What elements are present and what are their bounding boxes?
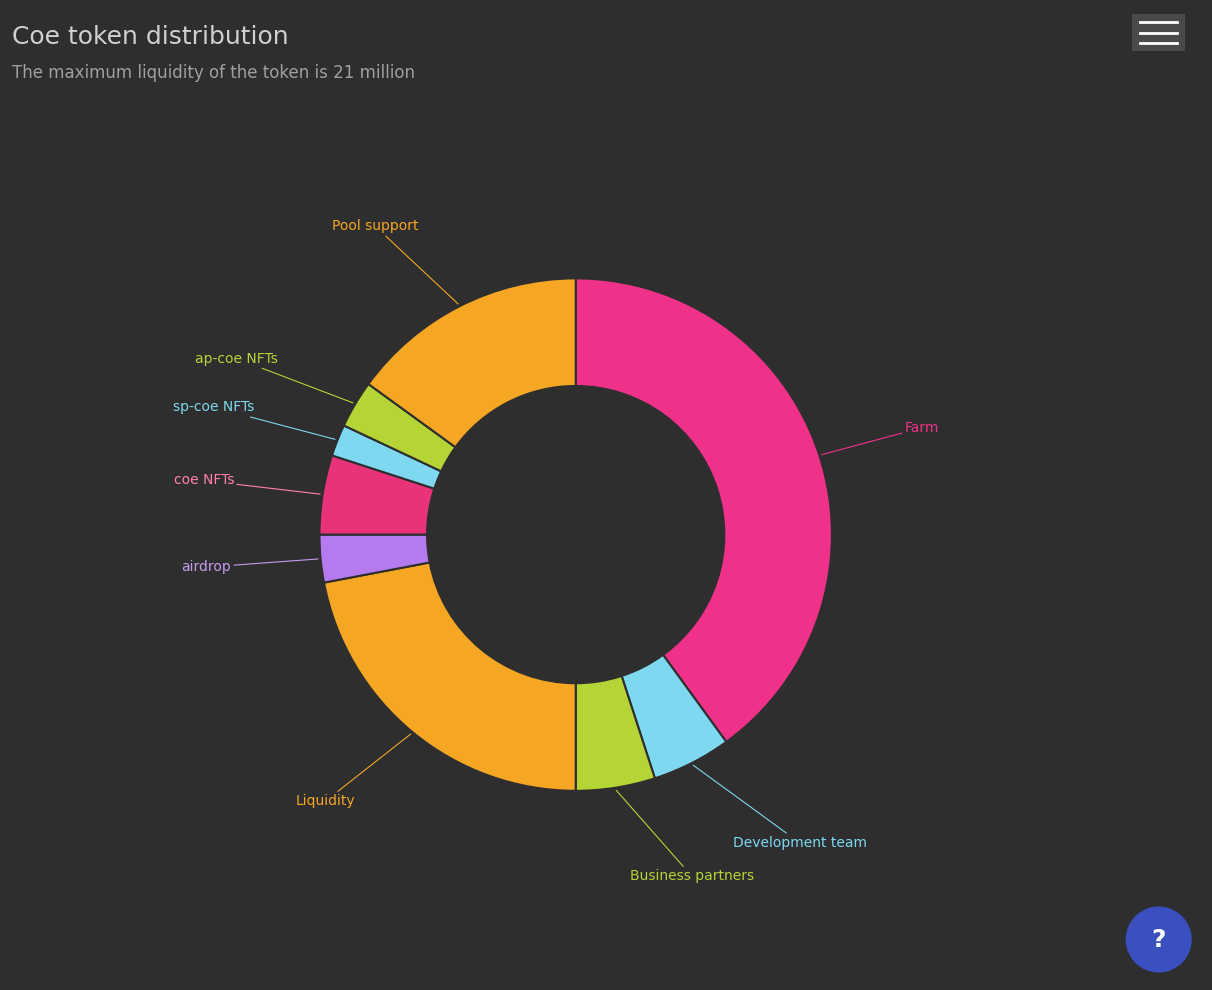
Text: sp-coe NFTs: sp-coe NFTs [172,400,335,440]
Wedge shape [324,562,576,791]
Text: Liquidity: Liquidity [296,734,411,808]
Text: ?: ? [1151,928,1166,951]
Wedge shape [576,676,654,791]
Text: Business partners: Business partners [616,790,754,883]
Wedge shape [576,278,831,742]
Wedge shape [320,455,434,535]
Wedge shape [344,384,456,471]
Text: Coe token distribution: Coe token distribution [12,25,288,49]
Text: airdrop: airdrop [182,559,318,574]
Text: coe NFTs: coe NFTs [173,473,320,494]
Wedge shape [320,535,430,582]
Text: Farm: Farm [822,421,939,454]
Wedge shape [622,654,726,778]
Text: ap-coe NFTs: ap-coe NFTs [195,351,353,403]
Text: Development team: Development team [693,765,867,849]
Wedge shape [368,278,576,447]
Circle shape [1126,907,1191,972]
Text: Pool support: Pool support [332,220,458,304]
Text: The maximum liquidity of the token is 21 million: The maximum liquidity of the token is 21… [12,64,416,82]
Wedge shape [332,426,441,489]
